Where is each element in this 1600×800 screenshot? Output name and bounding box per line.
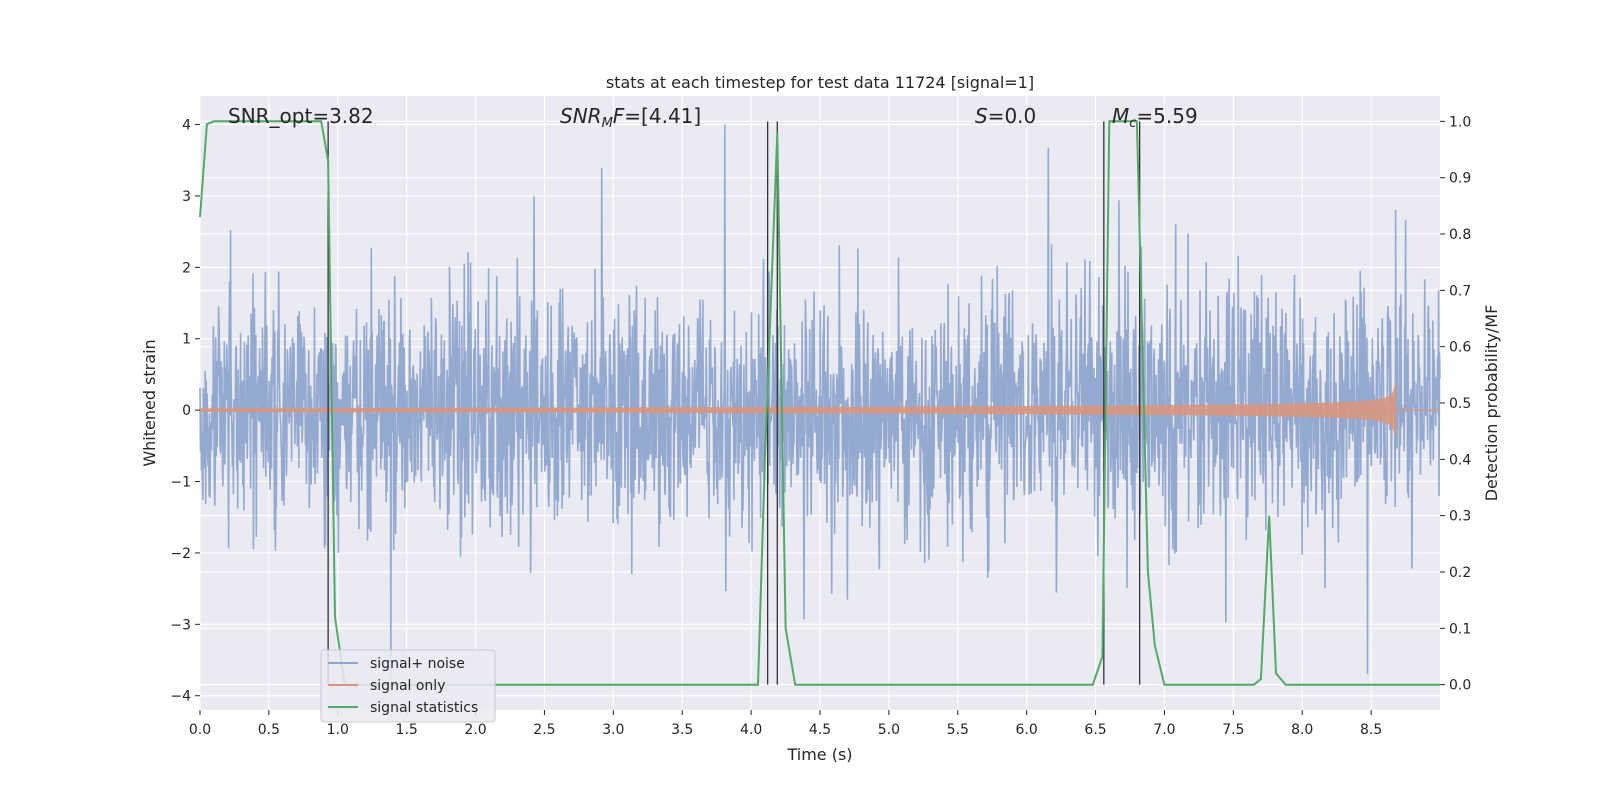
x-tick-label: 6.0 [1016,722,1038,738]
y-tick-label: 4 [182,118,191,134]
x-tick-label: 3.5 [671,722,693,738]
x-tick-label: 5.0 [878,722,900,738]
legend-box [320,649,496,723]
annotation-snr-mf: SNRMF=[4.41] [560,104,701,131]
y2-tick-label: 0.3 [1449,509,1471,525]
x-tick-label: 4.5 [809,722,831,738]
x-tick-label: 1.5 [396,722,418,738]
annotation-snr-mf-sub: M [602,116,613,131]
y-tick-label: 1 [182,332,191,348]
y-tick-label: −1 [170,475,191,491]
y2-tick-label: 0.1 [1449,621,1471,637]
annotation-mc-value: =5.59 [1136,104,1197,128]
x-tick-label: 1.0 [327,722,349,738]
legend-label-signal-noise: signal+ noise [370,656,465,672]
y-axis-right: 1.0 0.9 0.8 0.7 0.6 0.5 0.4 0.3 0.2 0.1 0.0 [1440,114,1471,694]
y2-tick-label: 1.0 [1449,114,1471,130]
y2-tick-label: 0.4 [1449,452,1471,468]
x-tick-label: 2.5 [533,722,555,738]
y-tick-label: −2 [170,546,191,562]
y-axis-label: Whitened strain [140,339,159,466]
annotation-snr-mf-base: SNR [560,104,602,128]
legend-label-signal-statistics: signal statistics [370,700,478,716]
x-axis-label: Time (s) [786,745,852,764]
y2-tick-label: 0.9 [1449,171,1471,187]
y-tick-label: 3 [182,189,191,205]
legend: signal+ noise signal only signal statist… [320,649,496,723]
y-tick-label: 2 [182,260,191,276]
statistics-line [199,120,1440,686]
y2-tick-label: 0.6 [1449,340,1471,356]
series-signal-only [199,383,1440,437]
annotation-snr-mf-f: F [613,104,625,128]
series-signal-statistics [199,120,1440,686]
y-tick-label: 0 [182,403,191,419]
x-tick-label: 4.0 [740,722,762,738]
y2-tick-label: 0.7 [1449,283,1471,299]
x-tick-label: 7.5 [1222,722,1244,738]
legend-label-signal-only: signal only [370,678,445,694]
annotation-s-base: S [975,104,988,128]
y2-axis-label: Detection probability/MF [1482,305,1501,502]
annotation-mc-base: M [1112,104,1129,128]
y-axis-left: 4 3 2 1 0 −1 −2 −3 −4 [170,118,200,705]
x-axis: 0.0 0.5 1.0 1.5 2.0 2.5 3.0 3.5 4.0 4.5 5.0 5.5 6.0 6… [189,710,1382,738]
x-tick-label: 5.5 [947,722,969,738]
x-tick-label: 0.5 [258,722,280,738]
y-tick-label: −3 [170,617,191,633]
chart-title: stats at each timestep for test data 117… [606,73,1034,92]
annotation-s-value: =0.0 [988,104,1037,128]
x-tick-label: 2.0 [464,722,486,738]
x-tick-label: 8.5 [1360,722,1382,738]
y2-tick-label: 0.2 [1449,565,1471,581]
x-tick-label: 8.0 [1291,722,1313,738]
annotation-snr-opt: SNR_opt=3.82 [228,104,374,128]
y-tick-label: −4 [170,689,191,705]
annotation-mc-sub: c [1129,116,1136,131]
y2-tick-label: 0.8 [1449,227,1471,243]
y2-tick-label: 0.5 [1449,396,1471,412]
annotation-snr-mf-value: =[4.41] [624,104,701,128]
x-tick-label: 3.0 [602,722,624,738]
x-tick-label: 7.0 [1153,722,1175,738]
annotation-s: S=0.0 [975,104,1036,128]
x-tick-label: 6.5 [1084,722,1106,738]
y2-tick-label: 0.0 [1449,678,1471,694]
annotation-mc: Mc=5.59 [1112,104,1198,131]
x-tick-label: 0.0 [189,722,211,738]
